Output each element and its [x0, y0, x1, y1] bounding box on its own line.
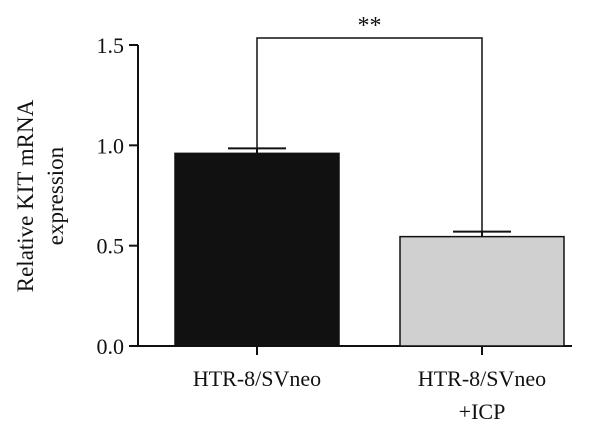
bars	[174, 152, 565, 347]
significance-bracket: **	[256, 13, 483, 232]
significance-line	[256, 37, 483, 232]
category-label: +ICP	[459, 399, 506, 424]
bar	[174, 152, 340, 347]
y-axis: 0.0 0.5 1.0 1.5	[97, 33, 139, 359]
y-tick-label: 0.0	[97, 334, 125, 359]
y-axis-title-line: Relative KIT mRNA	[13, 99, 38, 292]
y-axis-title-line: expression	[43, 146, 68, 245]
category-label: HTR-8/SVneo	[193, 366, 321, 391]
x-axis	[138, 345, 572, 355]
bar	[399, 235, 565, 347]
y-tick-label: 0.5	[97, 234, 125, 259]
category-labels: HTR-8/SVneo HTR-8/SVneo +ICP	[193, 366, 546, 424]
category-label: HTR-8/SVneo	[418, 366, 546, 391]
y-tick-label: 1.0	[97, 133, 125, 158]
significance-label: **	[358, 13, 382, 39]
y-tick-label: 1.5	[97, 33, 125, 58]
y-axis-title: Relative KIT mRNA expression	[13, 99, 68, 292]
